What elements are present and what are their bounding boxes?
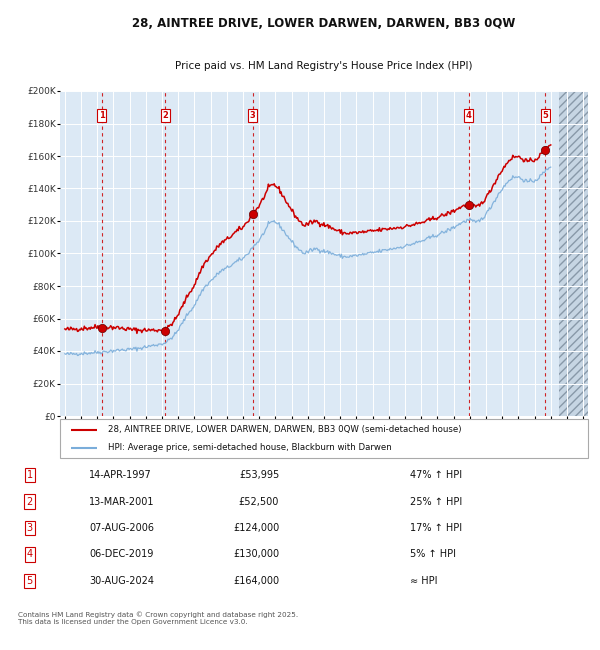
Text: 4: 4 [26, 549, 33, 560]
Text: 1: 1 [26, 470, 33, 480]
Text: HPI: Average price, semi-detached house, Blackburn with Darwen: HPI: Average price, semi-detached house,… [107, 443, 391, 452]
Text: £130,000: £130,000 [233, 549, 279, 560]
Text: 1: 1 [99, 111, 105, 120]
Text: 13-MAR-2001: 13-MAR-2001 [89, 497, 155, 506]
Text: 5: 5 [26, 576, 33, 586]
Text: 5: 5 [542, 111, 548, 120]
Text: 28, AINTREE DRIVE, LOWER DARWEN, DARWEN, BB3 0QW: 28, AINTREE DRIVE, LOWER DARWEN, DARWEN,… [133, 17, 515, 30]
FancyBboxPatch shape [60, 419, 588, 458]
Bar [559, 91, 588, 416]
Text: 3: 3 [250, 111, 256, 120]
Text: Price paid vs. HM Land Registry's House Price Index (HPI): Price paid vs. HM Land Registry's House … [175, 61, 473, 71]
Text: £164,000: £164,000 [233, 576, 279, 586]
Bar [559, 91, 588, 416]
Text: £53,995: £53,995 [239, 470, 279, 480]
Text: 07-AUG-2006: 07-AUG-2006 [89, 523, 154, 533]
Text: 2: 2 [162, 111, 168, 120]
Text: 06-DEC-2019: 06-DEC-2019 [89, 549, 154, 560]
Text: 30-AUG-2024: 30-AUG-2024 [89, 576, 154, 586]
Text: 2: 2 [26, 497, 33, 506]
Text: ≈ HPI: ≈ HPI [410, 576, 437, 586]
Text: £124,000: £124,000 [233, 523, 279, 533]
Text: £52,500: £52,500 [239, 497, 279, 506]
Text: 14-APR-1997: 14-APR-1997 [89, 470, 152, 480]
Text: 5% ↑ HPI: 5% ↑ HPI [410, 549, 456, 560]
Text: 25% ↑ HPI: 25% ↑ HPI [410, 497, 462, 506]
Text: 17% ↑ HPI: 17% ↑ HPI [410, 523, 462, 533]
Text: Contains HM Land Registry data © Crown copyright and database right 2025.
This d: Contains HM Land Registry data © Crown c… [18, 611, 298, 625]
Text: 47% ↑ HPI: 47% ↑ HPI [410, 470, 462, 480]
Text: 4: 4 [466, 111, 472, 120]
Text: 28, AINTREE DRIVE, LOWER DARWEN, DARWEN, BB3 0QW (semi-detached house): 28, AINTREE DRIVE, LOWER DARWEN, DARWEN,… [107, 425, 461, 434]
Text: 3: 3 [26, 523, 33, 533]
